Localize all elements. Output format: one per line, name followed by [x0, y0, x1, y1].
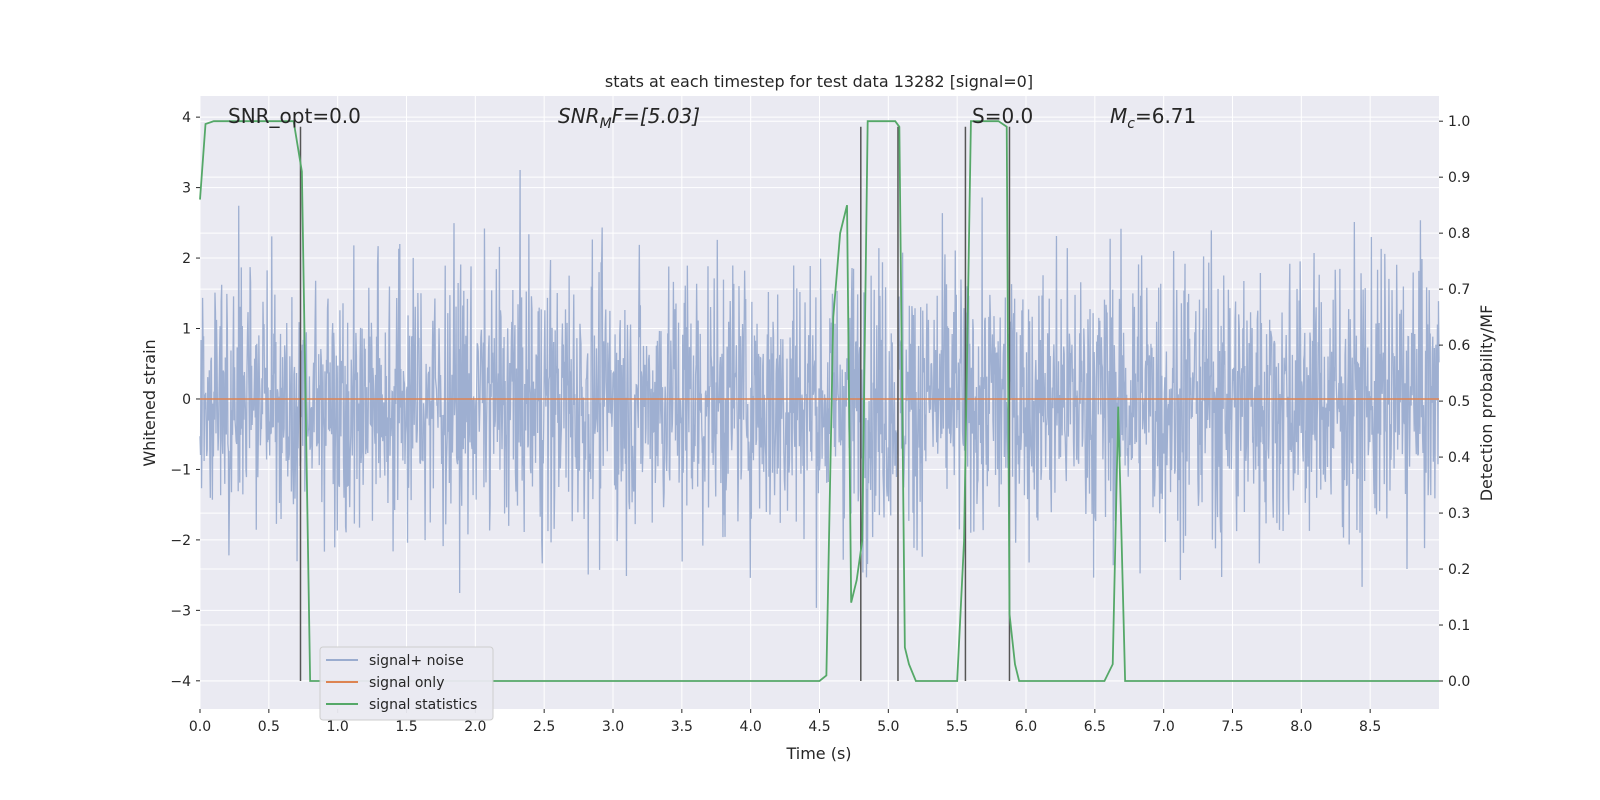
annotation-snr-mf-sub: M: [600, 116, 612, 132]
statistics-series-layer: [199, 120, 1439, 682]
y-left-tick-label: −2: [170, 533, 191, 549]
annotation-snr-mf-rest: F=[5.03]: [612, 104, 700, 128]
y-left-tick-label: 4: [182, 110, 191, 126]
annotation-mc-sub: c: [1127, 116, 1135, 132]
annotation-mc: Mc=6.71: [1110, 104, 1196, 132]
x-tick-label: 1.5: [395, 719, 417, 735]
annotation-mc-main: M: [1110, 104, 1127, 128]
x-tick-label: 5.5: [946, 719, 968, 735]
y-left-tick-label: 0: [182, 392, 191, 408]
annotation-snr-mf-main: SNR: [558, 104, 600, 128]
legend-box: [319, 646, 494, 721]
x-tick-label: 5.0: [877, 719, 899, 735]
y-left-tick-label: 2: [182, 251, 191, 267]
y-right-tick-label: 0.1: [1448, 618, 1470, 634]
left-y-axis-label: Whitened strain: [140, 339, 159, 466]
y-right-tick-label: 0.0: [1448, 674, 1470, 690]
y-right-tick-label: 0.5: [1448, 394, 1470, 410]
left-y-axis-ticks: 4 3 2 1 0 −1 −2 −3 −4: [170, 110, 200, 690]
y-left-tick-label: −1: [170, 462, 191, 478]
annotation-snr-mf: SNRMF=[5.03]: [558, 104, 700, 132]
x-tick-label: 6.0: [1015, 719, 1037, 735]
x-axis-ticks: 0.0 0.5 1.0 1.5 2.0 2.5 3.0 3.5 4.0 4.5 5.0 5.5 6.0 6…: [189, 709, 1381, 735]
y-left-tick-label: −4: [170, 674, 191, 690]
right-y-axis-ticks: 1.0 0.9 0.8 0.7 0.6 0.5 0.4 0.3 0.2 0.1 0.0: [1439, 114, 1470, 690]
y-right-tick-label: 0.3: [1448, 506, 1470, 522]
x-tick-label: 2.5: [533, 719, 555, 735]
chart-title: stats at each timestep for test data 132…: [605, 72, 1033, 91]
legend: signal+ noise signal only signal statist…: [319, 646, 494, 721]
legend-label-statistics: signal statistics: [369, 697, 477, 713]
y-right-tick-label: 0.7: [1448, 282, 1470, 298]
right-y-axis-label: Detection probability/MF: [1477, 305, 1496, 502]
y-left-tick-label: −3: [170, 603, 191, 619]
annotation-mc-rest: =6.71: [1135, 104, 1196, 128]
x-tick-label: 7.5: [1221, 719, 1243, 735]
legend-label-noise: signal+ noise: [369, 653, 464, 669]
statistics-line: [199, 120, 1439, 682]
x-tick-label: 4.0: [740, 719, 762, 735]
x-tick-label: 3.0: [602, 719, 624, 735]
x-tick-label: 1.0: [327, 719, 349, 735]
x-tick-label: 8.0: [1290, 719, 1312, 735]
x-tick-label: 7.0: [1153, 719, 1175, 735]
x-tick-label: 8.5: [1359, 719, 1381, 735]
annotation-snr-opt: SNR_opt=0.0: [228, 104, 361, 128]
x-tick-label: 0.5: [258, 719, 280, 735]
y-right-tick-label: 1.0: [1448, 114, 1470, 130]
noise-trace: [199, 169, 1440, 608]
y-right-tick-label: 0.2: [1448, 562, 1470, 578]
y-right-tick-label: 0.6: [1448, 338, 1470, 354]
annotation-s: S=0.0: [972, 104, 1033, 128]
x-axis-label: Time (s): [785, 744, 851, 763]
x-tick-label: 2.0: [464, 719, 486, 735]
x-tick-label: 0.0: [189, 719, 211, 735]
y-right-tick-label: 0.9: [1448, 170, 1470, 186]
y-right-tick-label: 0.8: [1448, 226, 1470, 242]
x-tick-label: 6.5: [1084, 719, 1106, 735]
y-left-tick-label: 3: [182, 181, 191, 197]
x-tick-label: 3.5: [671, 719, 693, 735]
noise-series-layer: [199, 169, 1440, 608]
x-tick-label: 4.5: [808, 719, 830, 735]
y-left-tick-label: 1: [182, 322, 191, 338]
legend-label-signal-only: signal only: [369, 675, 444, 691]
y-right-tick-label: 0.4: [1448, 450, 1470, 466]
